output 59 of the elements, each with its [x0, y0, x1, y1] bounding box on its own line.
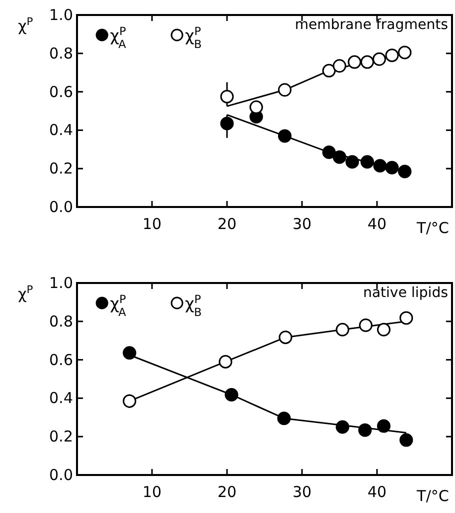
point [220, 116, 234, 130]
x-tick-label: 30 [292, 483, 312, 501]
point [400, 433, 413, 447]
x-tick-label: 20 [217, 483, 237, 501]
point [360, 155, 374, 169]
point [224, 388, 238, 402]
x-tick-label: 20 [217, 215, 237, 233]
y-axis-title: χ$^{P}$ [18, 16, 34, 35]
point [332, 59, 346, 73]
point [348, 55, 362, 69]
y-axis-title: χ$^{P}$ [18, 284, 34, 303]
y-tick-label: 0.6 [49, 82, 73, 101]
point [332, 150, 346, 164]
point [346, 155, 359, 169]
y-tick-label: 0.8 [49, 312, 73, 330]
point [277, 412, 291, 426]
point [377, 419, 390, 433]
x-tick-label: 30 [292, 215, 312, 233]
point [220, 90, 234, 104]
point [122, 346, 136, 360]
point [385, 160, 399, 174]
x-tick-label: 40 [367, 483, 387, 501]
x-tick-label: 10 [142, 215, 162, 233]
y-tick-label: 0.6 [49, 350, 73, 369]
point [122, 394, 136, 408]
x-tick-label: 40 [367, 215, 387, 233]
point [400, 311, 413, 325]
point [398, 46, 412, 60]
y-tick-label: 0.4 [49, 121, 73, 140]
annotation: native lipids [363, 285, 448, 301]
point [218, 354, 232, 368]
point [358, 423, 372, 437]
y-tick-label: 0.2 [49, 428, 73, 446]
point [278, 330, 292, 344]
point [398, 164, 412, 178]
y-tick-label: 0.2 [49, 160, 73, 178]
y-tick-label: 0.0 [49, 466, 73, 484]
point [372, 52, 386, 66]
x-axis-title: T/°C [416, 219, 449, 237]
x-tick-label: 10 [142, 483, 162, 501]
point [385, 48, 399, 62]
point [336, 420, 350, 434]
x-axis-title: T/°C [416, 487, 449, 505]
point [336, 322, 350, 336]
point [373, 158, 387, 172]
point [359, 318, 372, 332]
point [360, 55, 374, 69]
point [322, 64, 336, 78]
point [250, 100, 263, 114]
annotation: membrane fragments [294, 17, 448, 33]
point [278, 83, 292, 97]
y-tick-label: 1.0 [49, 6, 73, 24]
y-tick-label: 0.8 [49, 44, 73, 62]
y-tick-label: 0.4 [49, 389, 73, 408]
point [322, 146, 336, 160]
y-tick-label: 0.0 [49, 198, 73, 216]
y-tick-label: 1.0 [49, 274, 73, 292]
point [278, 129, 292, 143]
point [377, 322, 390, 336]
